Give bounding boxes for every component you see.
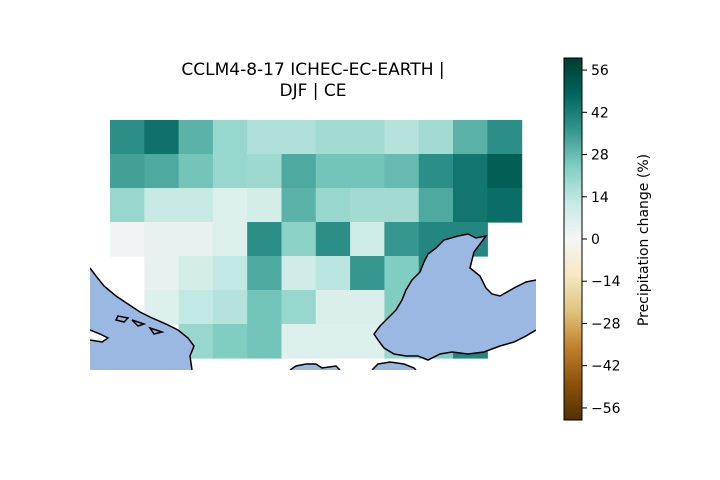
black-sea — [374, 234, 536, 360]
grid-cell — [247, 222, 283, 257]
aegean-sea — [290, 364, 340, 370]
grid-cell — [212, 290, 248, 325]
colorbar-tick-label: 56 — [591, 63, 609, 79]
italian-coastline — [90, 329, 110, 343]
grid-cell — [247, 324, 283, 359]
colorbar-tick-label: −42 — [591, 359, 621, 375]
grid-cell — [178, 120, 214, 155]
marmara-sea — [372, 362, 416, 370]
sea-areas — [90, 234, 536, 370]
adriatic-sea — [90, 268, 194, 370]
grid-cell — [384, 222, 420, 257]
colorbar-tick-label: 14 — [591, 190, 609, 206]
grid-cell — [178, 222, 214, 257]
grid-cell — [281, 324, 317, 359]
grid-cell — [110, 222, 145, 257]
grid-cell — [384, 154, 420, 189]
grid-cell — [487, 120, 523, 155]
grid-cell — [212, 222, 248, 257]
grid-cell — [144, 154, 180, 189]
colorbar-ticks: 56 42 28 14 0 −14 −28 −42 −56 — [582, 63, 621, 417]
grid-cell — [315, 154, 351, 189]
grid-cell — [350, 290, 385, 325]
grid-cell — [418, 120, 454, 155]
grid-cell — [178, 188, 214, 223]
grid-cell — [212, 120, 248, 155]
black-sea-coastline — [373, 233, 536, 361]
grid-cell — [144, 222, 180, 257]
marmara-coastline — [371, 361, 417, 370]
grid-cell — [453, 154, 488, 189]
grid-cell — [315, 188, 351, 223]
title-line-1: CCLM4-8-17 ICHEC-EC-EARTH | — [181, 60, 445, 80]
grid-cell — [350, 154, 385, 189]
precipitation-map — [90, 120, 536, 370]
grid-cell — [281, 120, 317, 155]
colorbar-tick-label: 0 — [591, 232, 600, 248]
island-2 — [131, 319, 147, 327]
grid-cell — [315, 324, 351, 359]
island-1 — [114, 315, 130, 323]
coastlines — [90, 233, 536, 370]
grid-cell — [315, 290, 351, 325]
grid-cell — [144, 120, 180, 155]
grid-cell — [110, 188, 145, 223]
colorbar-tick-label: 28 — [591, 148, 609, 164]
grid-cell — [453, 188, 488, 223]
title-line-2: DJF | CE — [279, 81, 347, 101]
grid-cell — [315, 222, 351, 257]
grid-cell — [110, 154, 145, 189]
grid-cell — [315, 256, 351, 291]
grid-cell — [247, 290, 283, 325]
colorbar-tick-label: 42 — [591, 105, 609, 121]
aegean-coastline — [289, 363, 341, 370]
grid-cell — [212, 188, 248, 223]
map-title: CCLM4-8-17 ICHEC-EC-EARTH | DJF | CE — [90, 60, 536, 102]
grid-cell — [350, 188, 385, 223]
grid-cell — [418, 188, 454, 223]
colorbar-label: Precipitation change (%) — [636, 154, 652, 326]
colorbar-tick-label: −14 — [591, 274, 621, 290]
grid-cell — [212, 256, 248, 291]
grid-cell — [247, 120, 283, 155]
grid-cell — [247, 154, 283, 189]
grid-cell — [350, 120, 385, 155]
island-3 — [148, 326, 165, 335]
colorbar-tick-label: −28 — [591, 316, 621, 332]
grid-cell — [487, 188, 523, 223]
grid-cell — [281, 256, 317, 291]
grid-cell — [247, 188, 283, 223]
adriatic-coastline — [90, 267, 195, 370]
grid-cell — [247, 256, 283, 291]
colorbar-tick-label: −56 — [591, 401, 621, 417]
grid-cell — [453, 120, 488, 155]
grid-cell — [350, 256, 385, 291]
colorbar-gradient — [563, 57, 583, 421]
grid-cell — [281, 222, 317, 257]
grid-cell — [384, 120, 420, 155]
grid-cell — [110, 120, 145, 155]
grid-cell — [281, 290, 317, 325]
grid-cell — [178, 154, 214, 189]
grid-cell — [418, 154, 454, 189]
grid-cell — [144, 188, 180, 223]
grid-cell — [212, 324, 248, 359]
grid-cell — [315, 120, 351, 155]
grid-cell — [178, 290, 214, 325]
grid-cell — [281, 188, 317, 223]
grid-cell — [487, 154, 523, 189]
grid-cell — [212, 154, 248, 189]
grid-cell — [178, 256, 214, 291]
grid-cell — [144, 256, 180, 291]
grid-cell — [350, 222, 385, 257]
grid-cell — [384, 188, 420, 223]
grid-cell — [281, 154, 317, 189]
